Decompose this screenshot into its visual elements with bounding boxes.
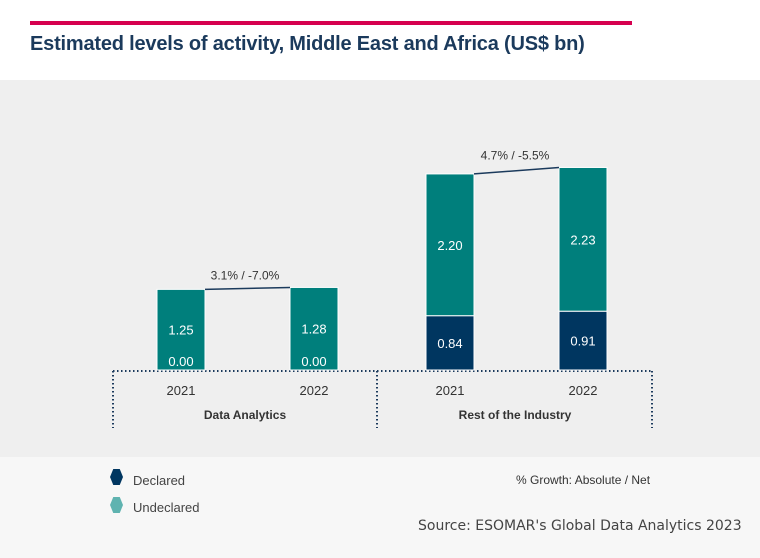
label-undeclared: 2.23 [570,232,595,247]
growth-line [473,166,560,175]
source: Source: ESOMAR's Global Data Analytics 2… [418,518,742,534]
legend-declared: Declared [133,473,186,488]
legend-swatch-undeclared [110,497,123,513]
growth-line [204,286,291,291]
legend-undeclared: Undeclared [133,500,200,515]
bar-declared [425,315,475,371]
growth-label: 3.1% / -7.0% [211,268,280,282]
group-label: Data Analytics [204,408,287,422]
bar-undeclared [289,286,339,371]
accent-bar [30,21,632,25]
bar-undeclared [558,166,608,312]
label-declared: 0.84 [437,336,462,351]
label-undeclared: 1.25 [168,323,193,338]
growth-label: 4.7% / -5.5% [481,148,550,162]
x-tick-label: 2022 [569,383,598,398]
bar-declared [558,310,608,371]
label-declared: 0.00 [301,354,326,369]
x-tick-label: 2021 [167,383,196,398]
x-tick-label: 2022 [300,383,329,398]
x-tick-label: 2021 [436,383,465,398]
growth-note: % Growth: Absolute / Net [516,473,651,487]
label-declared: 0.00 [168,354,193,369]
legend-swatch-declared [110,469,123,485]
footer [0,457,760,558]
label-undeclared: 1.28 [301,322,326,337]
label-declared: 0.91 [570,334,595,349]
label-undeclared: 2.20 [437,238,462,253]
plot-area [0,80,760,457]
chart-title: Estimated levels of activity, Middle Eas… [30,33,585,55]
bar-undeclared [156,288,206,371]
group-label: Rest of the Industry [459,408,572,422]
